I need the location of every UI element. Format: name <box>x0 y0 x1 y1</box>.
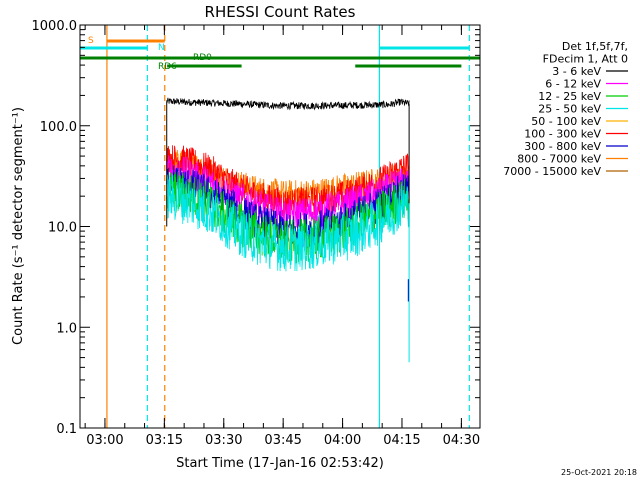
legend-entry-label: 300 - 800 keV <box>524 140 601 153</box>
legend-entry-label: 25 - 50 keV <box>538 103 601 116</box>
legend-header: Det 1f,5f,7f, <box>562 40 628 53</box>
legend-entry-label: 3 - 6 keV <box>552 65 601 78</box>
y-tick-label: 100.0 <box>40 120 77 135</box>
x-tick-label: 04:15 <box>383 433 420 448</box>
legend-entry-label: 100 - 300 keV <box>524 128 601 141</box>
series-line <box>166 97 410 111</box>
legend-header: FDecim 1, Att 0 <box>543 53 628 66</box>
axes: 0.1 1.0 10.0 100.0 1000.0 03:00 03:15 03:30 03:4… <box>32 19 481 448</box>
x-tick-label: 03:45 <box>264 433 301 448</box>
x-tick-label: 03:00 <box>86 433 123 448</box>
flag-label: N <box>158 43 165 53</box>
series-line <box>166 174 410 272</box>
legend-entry-label: 12 - 25 keV <box>538 90 601 103</box>
legend-entry-label: 6 - 12 keV <box>545 78 601 91</box>
chart-title: RHESSI Count Rates <box>205 3 356 21</box>
y-tick-label: 1.0 <box>56 321 77 336</box>
x-tick-label: 03:30 <box>205 433 242 448</box>
x-axis-label: Start Time (17-Jan-16 02:53:42) <box>176 456 384 471</box>
footer-timestamp: 25-Oct-2021 20:18 <box>561 468 637 477</box>
y-axis-label: Count Rate (s⁻¹ detector segment⁻¹) <box>11 107 26 345</box>
plot-area <box>106 25 470 428</box>
y-tick-label: 1000.0 <box>32 19 78 34</box>
y-tick-label: 10.0 <box>48 221 77 236</box>
flag-label: S <box>88 36 94 46</box>
flag-bars: S N RD0 RD6 <box>80 36 480 72</box>
series-line <box>166 155 410 230</box>
x-tick-label: 04:00 <box>324 433 361 448</box>
flag-label: RD0 <box>193 53 212 63</box>
x-tick-label: 03:15 <box>146 433 183 448</box>
legend-entry-label: 7000 - 15000 keV <box>503 165 601 178</box>
legend-entry-label: 50 - 100 keV <box>531 115 601 128</box>
series-line <box>166 171 410 264</box>
y-tick-label: 0.1 <box>56 422 77 437</box>
legend-entry-label: 800 - 7000 keV <box>517 153 601 166</box>
flag-label: RD6 <box>158 62 177 72</box>
x-tick-label: 04:30 <box>443 433 480 448</box>
